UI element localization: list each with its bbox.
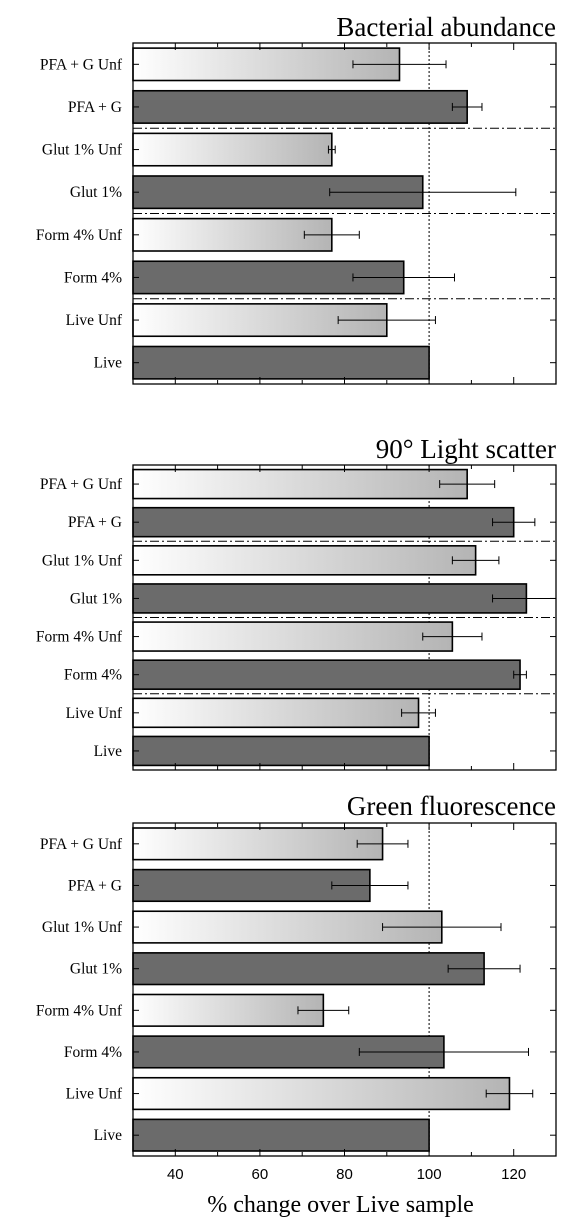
category-label: Glut 1% Unf <box>42 919 123 936</box>
category-label: Form 4% <box>64 667 122 684</box>
chart-title: Bacterial abundance <box>336 12 556 42</box>
bar-live-unf <box>132 1076 511 1111</box>
category-label: PFA + G <box>68 877 122 894</box>
bar-glut-1- <box>132 952 485 986</box>
bar-form-4- <box>132 659 521 690</box>
bar-glut-1- <box>132 583 528 614</box>
category-label: Form 4% <box>64 1044 122 1061</box>
bar-pfa-g-unf <box>132 468 468 500</box>
category-label: Form 4% Unf <box>36 1002 123 1019</box>
category-label: Glut 1% <box>70 590 122 607</box>
category-label: PFA + G <box>68 514 122 531</box>
bar-form-4-unf <box>132 621 454 652</box>
category-label: PFA + G Unf <box>40 56 123 73</box>
bar-form-4-unf <box>132 217 333 252</box>
bar-live <box>132 1118 430 1152</box>
category-label: Live Unf <box>66 312 123 329</box>
x-tick-label: 100 <box>417 1166 442 1183</box>
panel-3: Green fluorescence PFA + G Unf PFA + G Glut… <box>36 791 557 1218</box>
category-label: Live <box>94 355 123 372</box>
panel-2: 90° Light scatter PFA + G Unf PFA + G Glut … <box>36 434 557 771</box>
bar-glut-1-unf <box>132 132 333 167</box>
x-tick-label: 40 <box>167 1166 184 1183</box>
plot-frame <box>132 464 557 771</box>
x-tick-label: 80 <box>336 1166 353 1183</box>
bar-pfa-g <box>132 89 468 124</box>
bar-glut-1-unf <box>132 545 477 576</box>
plot-frame <box>132 42 557 385</box>
category-label: Glut 1% <box>70 961 122 978</box>
bar-live <box>132 345 430 380</box>
category-label: PFA + G <box>68 99 122 116</box>
category-label: Form 4% Unf <box>36 629 123 646</box>
x-tick-label: 120 <box>501 1166 526 1183</box>
bar-pfa-g <box>132 868 371 903</box>
x-tick-label: 60 <box>252 1166 269 1183</box>
bar-live <box>132 735 430 767</box>
bar-pfa-g-unf <box>132 827 384 861</box>
chart-title: Green fluorescence <box>347 791 556 821</box>
category-label: Live <box>94 743 123 760</box>
bar-form-4-unf <box>132 993 325 1027</box>
category-label: Live Unf <box>66 1086 123 1103</box>
category-label: Glut 1% Unf <box>42 552 123 569</box>
category-label: PFA + G Unf <box>40 476 123 493</box>
chart-title: 90° Light scatter <box>376 434 556 464</box>
x-axis-label: % change over Live sample <box>207 1192 474 1218</box>
category-label: PFA + G Unf <box>40 836 123 853</box>
panel-1: Bacterial abundance PFA + G Unf PFA + G Glu… <box>36 12 557 385</box>
category-label: Form 4% Unf <box>36 227 123 244</box>
category-label: Live Unf <box>66 705 123 722</box>
bar-pfa-g <box>132 506 515 538</box>
bar-live-unf <box>132 697 420 729</box>
plot-frame <box>132 822 557 1157</box>
category-label: Form 4% <box>64 269 122 286</box>
category-label: Glut 1% <box>70 184 122 201</box>
category-label: Glut 1% Unf <box>42 142 123 159</box>
category-label: Live <box>94 1127 123 1144</box>
